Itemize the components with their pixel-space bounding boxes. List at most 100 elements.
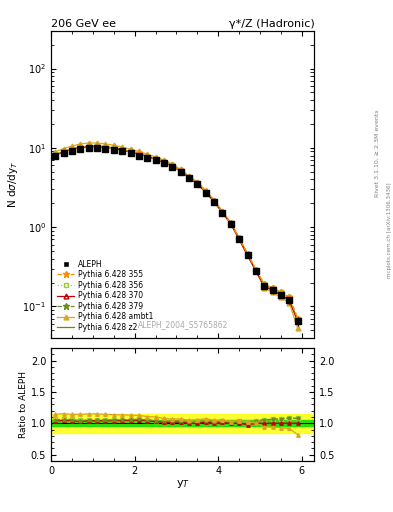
Pythia 6.428 379	[253, 267, 258, 273]
Pythia 6.428 370	[220, 209, 225, 216]
Pythia 6.428 355	[120, 146, 125, 153]
Line: Pythia 6.428 355: Pythia 6.428 355	[52, 143, 301, 322]
Pythia 6.428 355	[103, 144, 108, 150]
Pythia 6.428 379	[128, 148, 133, 155]
Pythia 6.428 355	[295, 315, 300, 322]
Pythia 6.428 356	[86, 143, 91, 149]
Text: mcplots.cern.ch [arXiv:1306.3436]: mcplots.cern.ch [arXiv:1306.3436]	[387, 183, 391, 278]
Pythia 6.428 370	[245, 252, 250, 259]
Pythia 6.428 379	[203, 188, 208, 195]
Pythia 6.428 355	[212, 198, 217, 204]
Pythia 6.428 z2	[245, 252, 250, 259]
Pythia 6.428 356	[61, 148, 66, 154]
Pythia 6.428 370	[262, 283, 266, 289]
Pythia 6.428 ambt1	[237, 235, 242, 241]
Pythia 6.428 370	[195, 181, 200, 187]
Pythia 6.428 z2	[212, 199, 217, 205]
Pythia 6.428 356	[178, 167, 183, 174]
Pythia 6.428 z2	[270, 287, 275, 293]
Pythia 6.428 356	[295, 315, 300, 322]
Pythia 6.428 355	[153, 156, 158, 162]
Pythia 6.428 ambt1	[112, 142, 116, 148]
Pythia 6.428 355	[61, 148, 66, 155]
Pythia 6.428 379	[295, 315, 300, 322]
Pythia 6.428 356	[253, 267, 258, 273]
X-axis label: y$_T$: y$_T$	[176, 478, 190, 490]
Pythia 6.428 370	[178, 168, 183, 174]
Pythia 6.428 355	[237, 236, 242, 242]
Pythia 6.428 z2	[220, 209, 225, 216]
Pythia 6.428 ambt1	[295, 325, 300, 331]
Pythia 6.428 379	[195, 180, 200, 186]
Text: ALEPH_2004_S5765862: ALEPH_2004_S5765862	[138, 319, 228, 329]
Pythia 6.428 ambt1	[162, 157, 166, 163]
Pythia 6.428 379	[145, 153, 150, 159]
Pythia 6.428 ambt1	[279, 294, 283, 301]
Pythia 6.428 356	[162, 159, 166, 165]
Pythia 6.428 ambt1	[128, 146, 133, 152]
Pythia 6.428 355	[70, 146, 74, 152]
Pythia 6.428 z2	[195, 181, 200, 187]
Pythia 6.428 ambt1	[70, 143, 74, 149]
Pythia 6.428 370	[70, 146, 74, 152]
Pythia 6.428 355	[178, 167, 183, 174]
Pythia 6.428 ambt1	[95, 140, 99, 146]
Pythia 6.428 355	[195, 180, 200, 186]
Pythia 6.428 370	[170, 163, 174, 169]
Pythia 6.428 ambt1	[287, 300, 292, 306]
Pythia 6.428 379	[53, 152, 58, 158]
Pythia 6.428 379	[120, 146, 125, 153]
Pythia 6.428 370	[53, 152, 58, 158]
Pythia 6.428 z2	[61, 149, 66, 155]
Pythia 6.428 379	[103, 144, 108, 150]
Pythia 6.428 355	[287, 294, 292, 301]
Pythia 6.428 379	[162, 159, 166, 165]
Pythia 6.428 379	[136, 151, 141, 157]
Pythia 6.428 370	[95, 143, 99, 150]
Pythia 6.428 356	[112, 145, 116, 151]
Pythia 6.428 379	[112, 145, 116, 151]
Line: Pythia 6.428 356: Pythia 6.428 356	[53, 144, 300, 321]
Pythia 6.428 379	[245, 251, 250, 257]
Pythia 6.428 370	[287, 297, 292, 303]
Pythia 6.428 370	[153, 156, 158, 162]
Pythia 6.428 356	[228, 220, 233, 226]
Pythia 6.428 356	[237, 236, 242, 242]
Line: Pythia 6.428 z2: Pythia 6.428 z2	[55, 146, 298, 321]
Pythia 6.428 ambt1	[203, 187, 208, 194]
Pythia 6.428 356	[220, 209, 225, 215]
Pythia 6.428 z2	[253, 268, 258, 274]
Pythia 6.428 ambt1	[53, 149, 58, 155]
Pythia 6.428 379	[262, 281, 266, 287]
Pythia 6.428 z2	[162, 159, 166, 165]
Pythia 6.428 356	[262, 281, 266, 287]
Pythia 6.428 379	[220, 209, 225, 215]
Pythia 6.428 355	[279, 289, 283, 295]
Pythia 6.428 z2	[279, 292, 283, 298]
Pythia 6.428 355	[53, 152, 58, 158]
Pythia 6.428 379	[70, 146, 74, 152]
Pythia 6.428 z2	[170, 163, 174, 169]
Pythia 6.428 379	[86, 143, 91, 149]
Pythia 6.428 ambt1	[153, 154, 158, 160]
Pythia 6.428 379	[187, 174, 191, 180]
Pythia 6.428 z2	[112, 145, 116, 151]
Pythia 6.428 ambt1	[270, 289, 275, 295]
Pythia 6.428 355	[203, 188, 208, 195]
Pythia 6.428 379	[270, 285, 275, 291]
Line: Pythia 6.428 379: Pythia 6.428 379	[52, 143, 301, 322]
Pythia 6.428 370	[253, 268, 258, 274]
Pythia 6.428 z2	[262, 283, 266, 289]
Pythia 6.428 z2	[287, 297, 292, 303]
Pythia 6.428 ambt1	[187, 173, 191, 179]
Pythia 6.428 370	[61, 149, 66, 155]
Pythia 6.428 z2	[237, 237, 242, 243]
Pythia 6.428 370	[228, 221, 233, 227]
Pythia 6.428 356	[128, 148, 133, 155]
Pythia 6.428 370	[103, 144, 108, 150]
Pythia 6.428 z2	[178, 168, 183, 174]
Pythia 6.428 355	[145, 153, 150, 159]
Pythia 6.428 370	[136, 151, 141, 157]
Pythia 6.428 379	[78, 144, 83, 150]
Pythia 6.428 z2	[86, 143, 91, 150]
